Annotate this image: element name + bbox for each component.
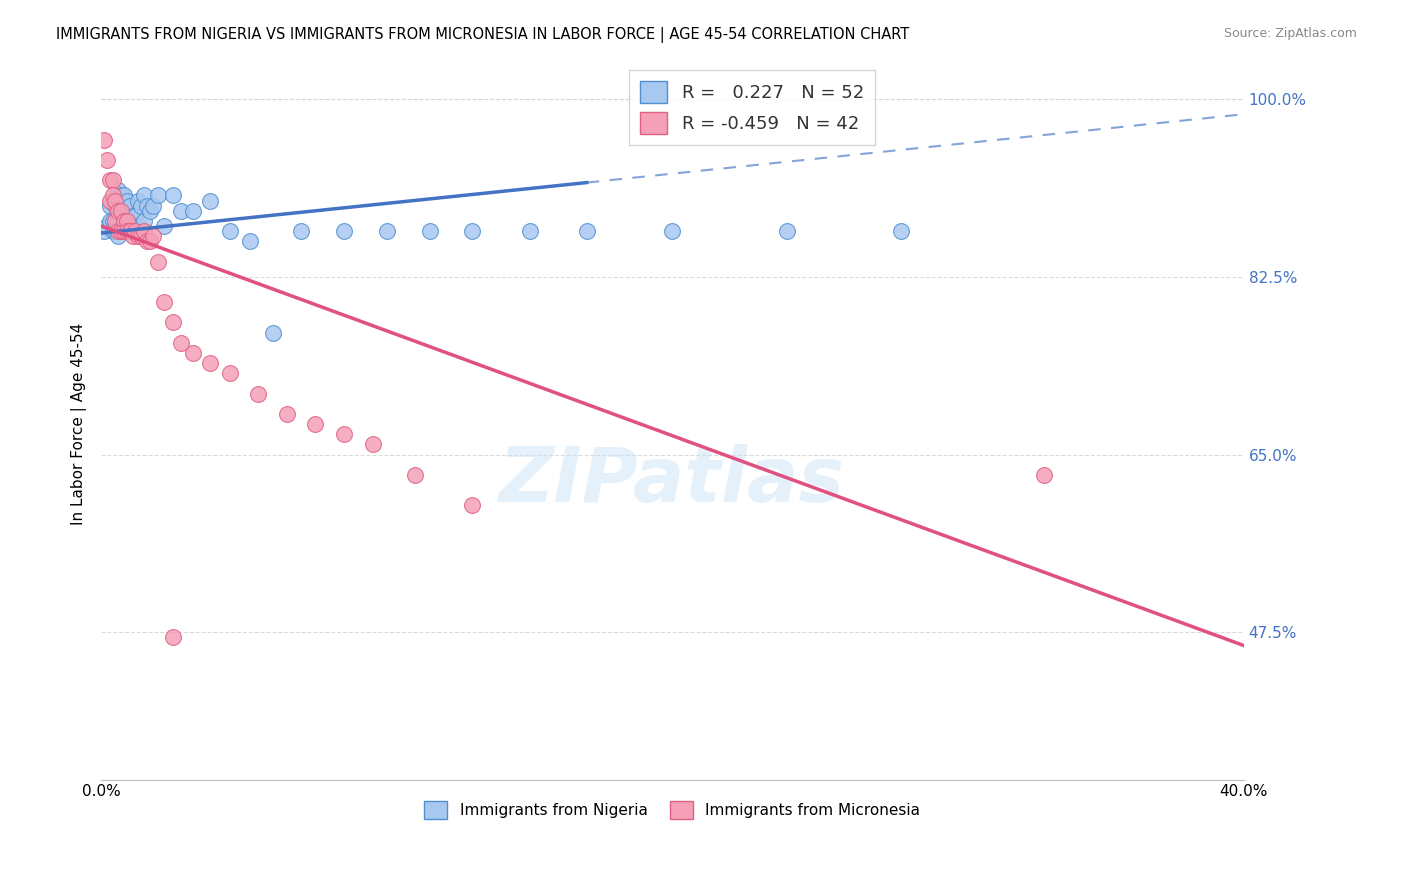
Y-axis label: In Labor Force | Age 45-54: In Labor Force | Age 45-54	[72, 323, 87, 525]
Point	[127, 194, 149, 208]
Point	[262, 326, 284, 340]
Point	[110, 203, 132, 218]
Point	[107, 183, 129, 197]
Point	[98, 194, 121, 208]
Point	[127, 229, 149, 244]
Point	[132, 214, 155, 228]
Point	[115, 214, 138, 228]
Point	[104, 224, 127, 238]
Point	[1032, 467, 1054, 482]
Point	[170, 335, 193, 350]
Point	[138, 203, 160, 218]
Point	[104, 194, 127, 208]
Point	[575, 224, 598, 238]
Text: IMMIGRANTS FROM NIGERIA VS IMMIGRANTS FROM MICRONESIA IN LABOR FORCE | AGE 45-54: IMMIGRANTS FROM NIGERIA VS IMMIGRANTS FR…	[56, 27, 910, 43]
Point	[461, 499, 484, 513]
Point	[419, 224, 441, 238]
Text: ZIPatlas: ZIPatlas	[499, 444, 845, 518]
Point	[132, 188, 155, 202]
Point	[104, 199, 127, 213]
Point	[890, 224, 912, 238]
Point	[124, 209, 146, 223]
Point	[115, 214, 138, 228]
Point	[129, 199, 152, 213]
Point	[112, 203, 135, 218]
Point	[127, 219, 149, 233]
Point	[162, 316, 184, 330]
Point	[170, 203, 193, 218]
Point	[101, 173, 124, 187]
Point	[107, 214, 129, 228]
Point	[115, 224, 138, 238]
Point	[776, 224, 799, 238]
Point	[162, 188, 184, 202]
Point	[107, 203, 129, 218]
Point	[118, 199, 141, 213]
Point	[375, 224, 398, 238]
Point	[198, 356, 221, 370]
Point	[124, 224, 146, 238]
Point	[661, 224, 683, 238]
Legend: Immigrants from Nigeria, Immigrants from Micronesia: Immigrants from Nigeria, Immigrants from…	[419, 795, 927, 825]
Point	[148, 188, 170, 202]
Point	[124, 224, 146, 238]
Point	[121, 209, 143, 223]
Point	[110, 203, 132, 218]
Point	[93, 224, 115, 238]
Point	[247, 386, 270, 401]
Point	[121, 224, 143, 238]
Point	[101, 214, 124, 228]
Point	[239, 234, 262, 248]
Point	[112, 224, 135, 238]
Point	[104, 214, 127, 228]
Point	[304, 417, 326, 431]
Point	[404, 467, 426, 482]
Point	[153, 295, 176, 310]
Point	[148, 254, 170, 268]
Point	[519, 224, 541, 238]
Point	[135, 234, 157, 248]
Point	[98, 214, 121, 228]
Point	[118, 224, 141, 238]
Point	[96, 219, 118, 233]
Point	[115, 194, 138, 208]
Point	[112, 214, 135, 228]
Point	[218, 366, 240, 380]
Point	[112, 188, 135, 202]
Point	[118, 214, 141, 228]
Text: Source: ZipAtlas.com: Source: ZipAtlas.com	[1223, 27, 1357, 40]
Point	[118, 224, 141, 238]
Point	[107, 224, 129, 238]
Point	[96, 153, 118, 167]
Point	[333, 224, 356, 238]
Point	[461, 224, 484, 238]
Point	[153, 219, 176, 233]
Point	[110, 224, 132, 238]
Point	[98, 199, 121, 213]
Point	[141, 229, 163, 244]
Point	[218, 224, 240, 238]
Point	[198, 194, 221, 208]
Point	[110, 188, 132, 202]
Point	[290, 224, 312, 238]
Point	[132, 224, 155, 238]
Point	[181, 203, 204, 218]
Point	[98, 173, 121, 187]
Point	[93, 133, 115, 147]
Point	[162, 631, 184, 645]
Point	[112, 219, 135, 233]
Point	[129, 229, 152, 244]
Point	[107, 229, 129, 244]
Point	[141, 199, 163, 213]
Point	[181, 346, 204, 360]
Point	[333, 427, 356, 442]
Point	[110, 224, 132, 238]
Point	[276, 407, 298, 421]
Point	[135, 199, 157, 213]
Point	[138, 234, 160, 248]
Point	[121, 229, 143, 244]
Point	[361, 437, 384, 451]
Point	[101, 188, 124, 202]
Point	[101, 224, 124, 238]
